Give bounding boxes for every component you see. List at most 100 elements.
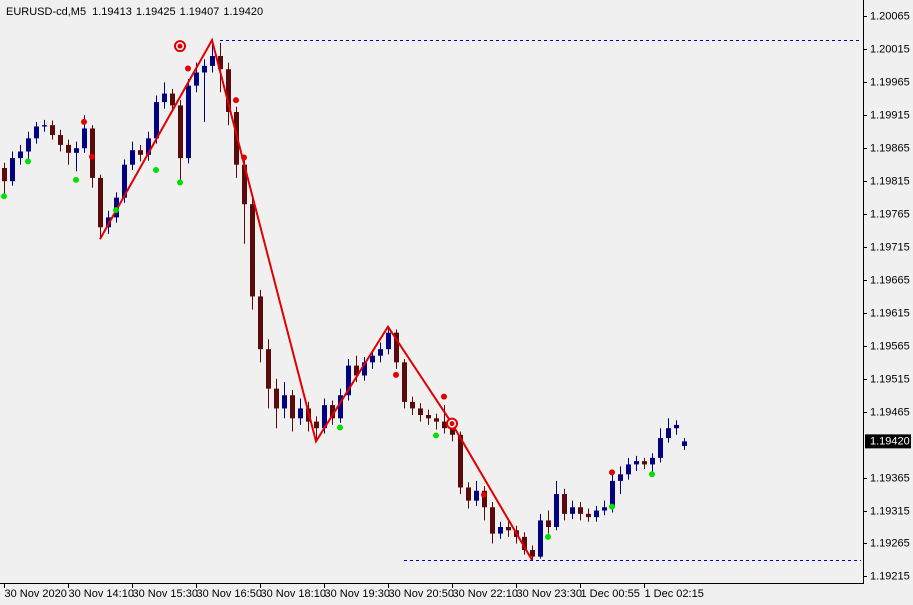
candle-body [186,85,191,159]
chart-header: EURUSD-cd,M5 1.19413 1.19425 1.19407 1.19420 [6,6,263,18]
candle-body [458,434,463,488]
candle-body [554,494,559,528]
signal-dot [441,393,447,400]
candle-body [482,490,487,508]
candle-body [426,415,431,419]
candle-body [18,151,23,159]
signal-dot [481,491,487,498]
signal-dot [113,207,119,214]
quote: 1.19420 [223,6,263,18]
candle-body [618,474,623,481]
signal-dot [153,166,159,173]
candle-body [650,457,655,465]
signal-dot [649,471,655,478]
price-tag [865,434,911,449]
candle-body [274,388,279,409]
signal-dot [25,158,31,165]
y-tick-label: 1.19715 [870,241,910,253]
signal-dot [609,469,615,476]
candle-body [450,428,455,435]
candle-body [98,177,103,228]
candle-body [258,296,263,350]
x-tick-label: 30 Nov 19:30 [325,588,390,600]
candle-body [602,507,607,511]
signal-dot [609,503,615,510]
candle-body [490,507,495,534]
y-tick-label: 1.19915 [870,109,910,121]
candle-body [370,355,375,363]
candle-body [90,128,95,178]
candle-body [530,550,535,557]
y-tick-label: 1.19865 [870,142,910,154]
signal-dot [393,371,399,378]
quote: 1.19413 [92,6,132,18]
y-tick-label: 1.19665 [870,274,910,286]
candle-body [442,421,447,429]
candle-body [666,428,671,439]
candle-body [34,126,39,139]
candle-body [282,395,287,409]
candle-body [82,128,87,149]
signal-dot [233,97,239,104]
candle-body [466,487,471,501]
signal-dot [185,65,191,72]
x-tick-label: 30 Nov 15:30 [133,588,198,600]
candle-body [138,150,143,155]
candle-body [386,332,391,350]
candle-body [146,138,151,155]
symbol: EURUSD-cd,M5 [6,6,86,18]
y-tick-label: 1.19815 [870,175,910,187]
y-tick-label: 1.19965 [870,76,910,88]
candle-body [354,365,359,376]
candle-body [378,349,383,356]
candle-body [202,65,207,73]
candle-body [330,405,335,419]
y-tick-label: 1.19265 [870,537,910,549]
candle-body [122,164,127,198]
candle-body [410,401,415,409]
candle-body [130,150,135,165]
y-tick-label: 1.19515 [870,373,910,385]
candle-body [154,102,159,139]
candle-body [594,510,599,518]
candle-body [218,55,223,70]
y-tick-label: 1.19215 [870,570,910,582]
candle-body [546,520,551,528]
candle-body [66,144,71,153]
candle-body [242,164,247,205]
quote: 1.19407 [180,6,220,18]
candle-body [626,464,631,475]
candle-body [322,405,327,429]
x-tick-label: 1 Dec 02:15 [645,588,704,600]
candle-body [658,438,663,458]
candle-body [42,125,47,127]
candle-body [674,424,679,429]
candle-body [682,441,687,446]
candle-body [210,55,215,66]
y-tick-label: 1.19365 [870,472,910,484]
candle-body [74,148,79,153]
candle-body [394,332,399,363]
candle-body [418,408,423,416]
pivot-core [177,43,183,49]
candle-body [610,480,615,508]
x-tick-label: 30 Nov 23:30 [517,588,582,600]
candle-body [250,204,255,297]
candle-body [226,69,231,112]
x-tick-label: 30 Nov 2020 [5,588,67,600]
candle-body [362,362,367,376]
zigzag-line [99,37,533,561]
quote: 1.19425 [136,6,176,18]
candle-body [346,365,351,396]
candle-body [194,72,199,86]
candle-body [538,520,543,557]
y-tick-label: 1.19565 [870,340,910,352]
candle-body [2,167,7,182]
y-tick-label: 1.20015 [870,43,910,55]
x-tick-label: 30 Nov 18:10 [261,588,326,600]
candle-body [50,125,55,136]
signal-dot [337,424,343,431]
